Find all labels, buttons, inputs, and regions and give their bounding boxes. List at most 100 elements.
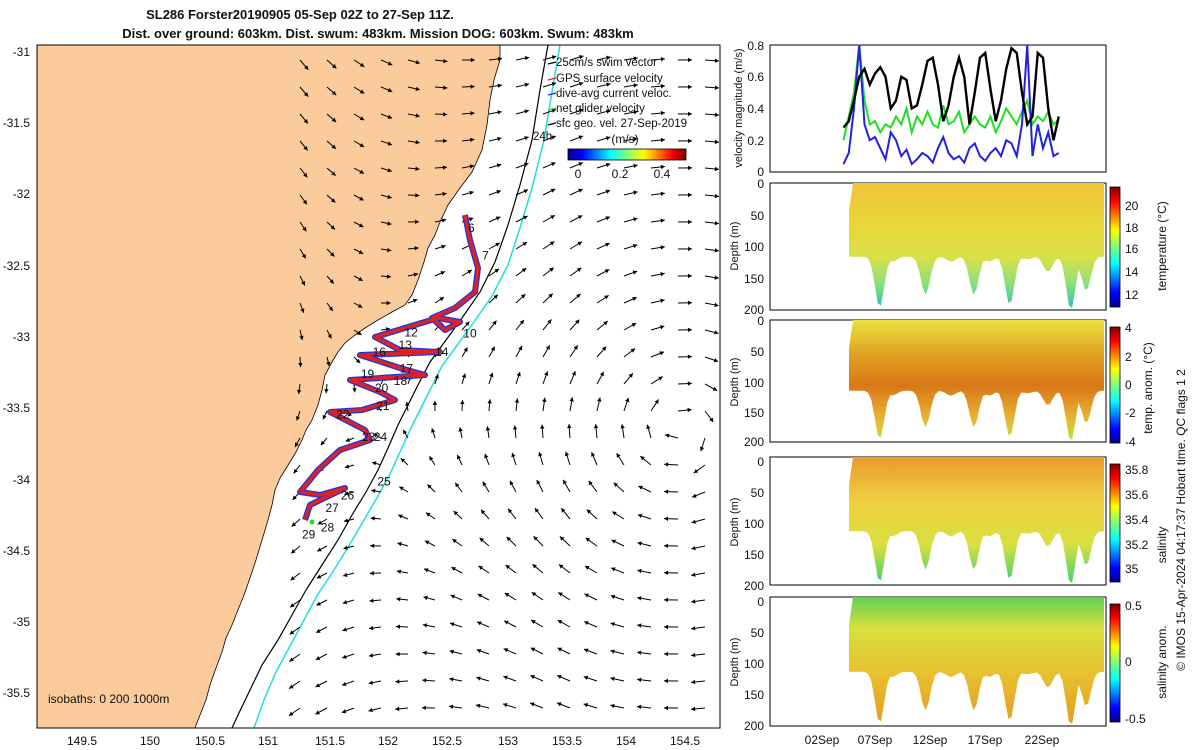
legend-entry: sfc geo. vel. 27-Sep-2019 — [556, 118, 687, 130]
velocity-arrowhead — [637, 513, 643, 519]
velocity-arrowhead — [470, 137, 475, 143]
cbar-tick: 35.2 — [1125, 538, 1149, 552]
legend-swatch-gps — [547, 77, 557, 81]
velocity-arrowhead — [457, 454, 462, 460]
velocity-arrowhead — [302, 226, 307, 232]
cbar-tick: 16 — [1125, 242, 1139, 256]
velocity-arrowhead — [633, 56, 638, 61]
velocity-arrowhead — [687, 111, 692, 117]
velocity-arrowhead — [316, 601, 321, 606]
velocity-arrowhead — [709, 417, 714, 422]
velocity-arrowhead — [424, 540, 430, 545]
velocity-arrowhead — [714, 330, 719, 335]
velocity-arrowhead — [530, 675, 535, 680]
velocity-arrowhead — [496, 163, 502, 168]
velocity-arrowhead — [289, 657, 294, 662]
velocity-arrowhead — [561, 508, 566, 513]
velocity-arrowhead — [352, 388, 357, 393]
velocity-arrowhead — [557, 647, 563, 652]
velocity-arrowhead — [422, 705, 427, 710]
velocity-arrowhead — [468, 217, 474, 222]
velocity-arrowhead — [387, 88, 393, 93]
velocity-arrowhead — [714, 275, 719, 280]
velocity-arrowhead — [584, 621, 589, 626]
velocity-arrowhead — [487, 399, 492, 404]
velocity-arrowhead — [637, 568, 642, 574]
velocity-arrowhead — [631, 323, 637, 328]
velocity-panel: 0.8 0.6 0.4 0.2 0 velocity magnitude (m/… — [733, 39, 1107, 179]
cbar-tick: 35.4 — [1125, 513, 1149, 527]
cbar-tick: 0 — [1125, 655, 1132, 669]
velocity-arrowhead — [578, 55, 584, 60]
vel-y-tick: 0.4 — [747, 102, 764, 116]
isobath-1000m — [231, 45, 549, 728]
velocity-arrowhead — [664, 705, 669, 711]
velocity-arrowhead — [503, 648, 509, 653]
velocity-arrowhead — [628, 373, 633, 378]
velocity-arrowhead — [415, 113, 420, 118]
velocity-arrowhead — [497, 56, 502, 62]
velocity-arrowhead — [443, 138, 448, 144]
velocity-arrowhead — [342, 654, 347, 659]
velocity-arrowhead — [303, 92, 309, 97]
velocity-arrowhead — [551, 108, 556, 113]
isobath-200m — [253, 45, 561, 728]
isobath-note: isobaths: 0 200 1000m — [48, 692, 169, 706]
legend-swatch-net — [547, 107, 557, 111]
velocity-arrowhead — [331, 171, 336, 176]
velocity-line — [842, 45, 1060, 141]
velocity-arrowhead — [331, 64, 337, 69]
velocity-arrowhead — [415, 166, 420, 171]
velocity-arrowhead — [359, 62, 365, 67]
velocity-arrowhead — [290, 576, 296, 581]
velocity-arrowhead — [538, 452, 543, 457]
velocity-arrowhead — [687, 407, 692, 413]
velocity-arrowhead — [301, 281, 306, 286]
velocity-arrowhead — [687, 273, 692, 279]
velocity-arrowhead — [549, 241, 555, 246]
velocity-arrowhead — [530, 702, 535, 707]
velocity-arrowhead — [583, 648, 589, 653]
velocity-arrowhead — [586, 509, 592, 514]
map-title-line1: SL286 Forster20190905 05-Sep 02Z to 27-S… — [146, 7, 454, 22]
velocity-arrowhead — [658, 376, 663, 381]
velocity-arrowhead — [289, 684, 294, 689]
depth-tick: 200 — [744, 303, 764, 317]
velocity-arrowhead — [347, 412, 352, 417]
colorbar-tick: 0 — [575, 167, 582, 181]
velocity-arrowhead — [693, 468, 699, 474]
map-title-line2: Dist. over ground: 603km. Dist. swum: 48… — [122, 26, 634, 41]
map-x-tick: 150 — [140, 734, 160, 748]
velocity-arrowhead — [660, 57, 665, 62]
track-gps-line — [298, 214, 480, 521]
map-y-tick: -31 — [13, 45, 31, 59]
velocity-arrowhead — [330, 225, 335, 230]
map-x-tick: 152.5 — [432, 734, 462, 748]
map-x-tick: 149.5 — [67, 734, 97, 748]
velocity-arrowhead — [576, 267, 582, 272]
depth-tick: 150 — [744, 688, 764, 702]
velocity-arrowhead — [551, 135, 556, 140]
velocity-arrowhead — [606, 109, 611, 114]
velocity-arrowhead — [317, 547, 322, 552]
velocity-arrowhead — [467, 269, 472, 274]
velocity-line — [842, 44, 1060, 166]
velocity-arrowhead — [344, 464, 350, 469]
velocity-arrowhead — [476, 703, 481, 709]
velocity-arrowhead — [341, 709, 347, 714]
velocity-arrowhead — [292, 495, 297, 500]
velocity-arrowhead — [386, 274, 391, 279]
velocity-arrowhead — [548, 293, 553, 298]
velocity-arrowhead — [358, 250, 364, 254]
velocity-arrowhead — [357, 330, 362, 335]
velocity-arrowhead — [465, 321, 470, 327]
velocity-arrowhead — [620, 424, 625, 429]
velocity-arrowhead — [329, 279, 334, 284]
velocity-arrowhead — [687, 138, 692, 144]
velocity-arrowhead — [687, 192, 692, 198]
velocity-arrowhead — [578, 81, 584, 87]
velocity-arrowhead — [601, 346, 607, 351]
velocity-arrowhead — [331, 144, 336, 149]
velocity-arrowhead — [315, 683, 321, 688]
